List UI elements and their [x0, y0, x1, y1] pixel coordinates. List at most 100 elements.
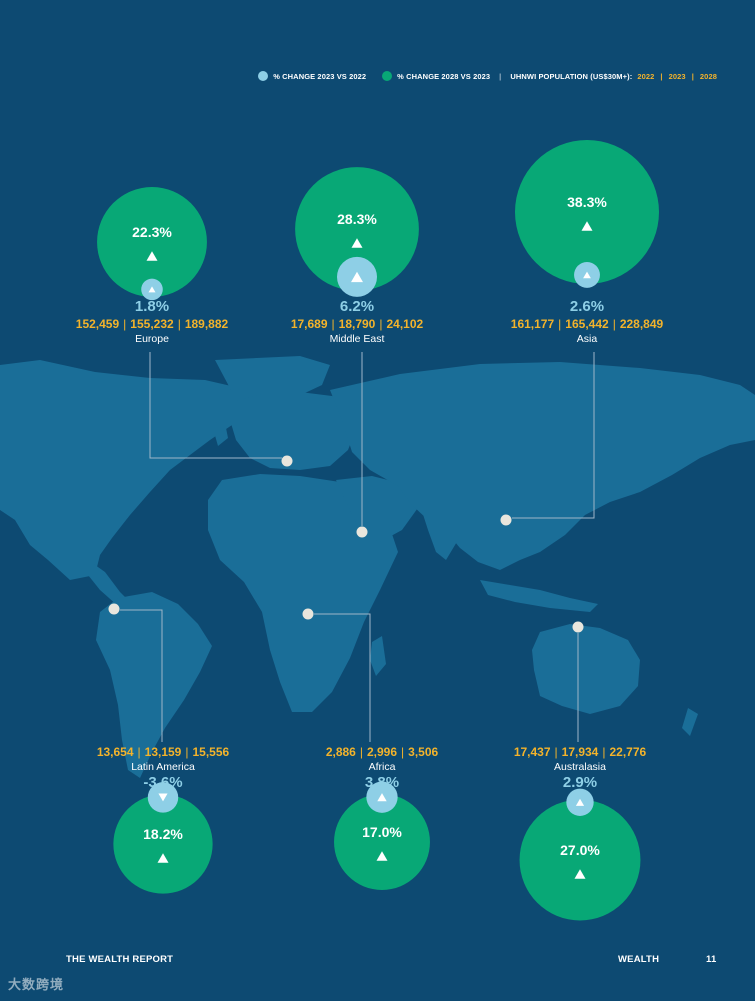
region-europe: 1.8% 152,459 | 155,232 | 189,882 Europe [42, 298, 262, 346]
legend-label-2028: % CHANGE 2028 VS 2023 [397, 71, 491, 81]
pop-2022-latin-america: 13,654 [96, 745, 134, 759]
bubble-2028-asia [515, 140, 659, 284]
arrow-up-icon [148, 286, 156, 293]
watermark-text: 大数跨境 [8, 977, 65, 992]
population-middle-east: 17,689 | 18,790 | 24,102 [290, 317, 424, 331]
location-marker-europe [281, 455, 293, 467]
watermark-logo: 大数跨境 [8, 974, 64, 993]
region-name-australasia: Australasia [554, 761, 606, 773]
location-marker-australasia [572, 621, 584, 633]
location-marker-latin_america [108, 603, 120, 615]
footer-page-number: 11 [706, 954, 717, 965]
region-latin-america: 13,654 | 13,159 | 15,556 Latin America -3.6% [53, 744, 273, 792]
continent-central-america [88, 560, 132, 606]
footer-title: THE WEALTH REPORT [66, 954, 174, 965]
pop-2028-asia: 228,849 [619, 317, 664, 331]
legend-dot-2028 [382, 71, 393, 81]
region-name-africa: Africa [368, 761, 396, 773]
change-2028-australasia: 27.0% [560, 842, 600, 858]
change-2023-latin-america: -3.6% [143, 774, 183, 791]
bubble-2028-middle_east [295, 167, 419, 291]
change-2028-asia: 38.3% [567, 194, 607, 210]
legend-year-2023: 2023 [668, 71, 686, 81]
continent-madagascar [370, 636, 386, 676]
pop-2023-latin-america: 13,159 [144, 745, 182, 759]
connector-europe [149, 352, 282, 459]
region-africa: 2,886 | 2,996 | 3,506 Africa 3.8% [272, 744, 492, 792]
arrow-up-icon [376, 851, 388, 861]
change-2023-australasia: 2.9% [562, 774, 598, 791]
location-marker-middle_east [356, 526, 368, 538]
change-2023-africa: 3.8% [364, 774, 400, 791]
continent-north-america [0, 360, 250, 580]
change-2028-europe: 22.3% [132, 224, 172, 240]
connector-latin_america [120, 609, 163, 742]
arrow-up-icon [377, 793, 387, 802]
continent-arabia [336, 476, 420, 542]
population-europe: 152,459 | 155,232 | 189,882 [75, 317, 229, 331]
legend-label-2023: % CHANGE 2023 VS 2022 [273, 71, 367, 81]
pop-2022-asia: 161,177 [510, 317, 555, 331]
legend-dot-2023 [258, 71, 269, 81]
legend-year-separator: | [660, 71, 663, 81]
continents [0, 356, 755, 778]
region-asia: 2.6% 161,177 | 165,442 | 228,849 Asia [477, 298, 697, 346]
change-2023-europe: 1.8% [134, 298, 170, 315]
pop-2022-africa: 2,886 [325, 745, 356, 759]
continent-australia [532, 624, 640, 714]
connector-lines [120, 352, 595, 742]
region-middle-east: 6.2% 17,689 | 18,790 | 24,102 Middle East [247, 298, 467, 346]
continent-south-america [96, 592, 212, 778]
location-marker-africa [302, 608, 314, 620]
pop-2023-australasia: 17,934 [561, 745, 599, 759]
change-2023-middle-east: 6.2% [339, 298, 375, 315]
legend-separator: | [499, 71, 502, 81]
arrow-up-icon [351, 238, 363, 248]
bubbles [97, 140, 659, 921]
pop-2022-middle-east: 17,689 [290, 317, 328, 331]
bubble-2028-australasia [519, 799, 641, 921]
legend-year-separator: | [691, 71, 694, 81]
continent-asia [330, 362, 755, 570]
bubble-2028-africa [334, 794, 430, 890]
bubble-2028-latin_america [113, 794, 213, 894]
arrow-up-icon [351, 271, 363, 283]
arrow-down-icon [158, 793, 168, 802]
pop-2023-africa: 2,996 [366, 745, 398, 759]
change-2023-asia: 2.6% [569, 298, 605, 315]
pop-2023-asia: 165,442 [565, 317, 609, 331]
continent-new-zealand [682, 708, 698, 736]
connector-asia [512, 352, 595, 519]
region-name-middle-east: Middle East [329, 333, 385, 345]
region-name-europe: Europe [135, 333, 169, 345]
continent-india [420, 500, 468, 560]
pop-2028-europe: 189,882 [184, 317, 229, 331]
pop-2022-australasia: 17,437 [513, 745, 551, 759]
population-australasia: 17,437 | 17,934 | 22,776 [513, 745, 647, 759]
pop-2022-europe: 152,459 [75, 317, 120, 331]
location-markers [108, 455, 584, 633]
continent-europe [230, 392, 358, 470]
region-name-asia: Asia [576, 333, 598, 345]
pop-2028-australasia: 22,776 [609, 745, 647, 759]
continent-uk [212, 418, 228, 446]
footer-section: WEALTH [618, 954, 660, 965]
location-marker-asia [500, 514, 512, 526]
legend-year-2022: 2022 [637, 71, 655, 81]
arrow-up-icon [574, 869, 586, 879]
change-2028-latin-america: 18.2% [143, 826, 183, 842]
population-asia: 161,177 | 165,442 | 228,849 [510, 317, 664, 331]
legend-year-2028: 2028 [699, 71, 717, 81]
continent-japan [602, 448, 620, 490]
continent-africa [208, 474, 398, 712]
region-australasia: 17,437 | 17,934 | 22,776 Australasia 2.9% [470, 744, 690, 792]
population-latin-america: 13,654 | 13,159 | 15,556 [96, 745, 230, 759]
continent-indonesia [480, 580, 598, 612]
arrow-up-icon [581, 221, 593, 231]
arrow-up-icon [583, 271, 591, 279]
arrow-up-icon [157, 853, 169, 863]
pop-2028-latin-america: 15,556 [192, 745, 230, 759]
legend: % CHANGE 2023 VS 2022 % CHANGE 2028 VS 2… [258, 66, 717, 86]
change-2028-africa: 17.0% [362, 824, 402, 840]
change-2028-middle-east: 28.3% [337, 211, 377, 227]
